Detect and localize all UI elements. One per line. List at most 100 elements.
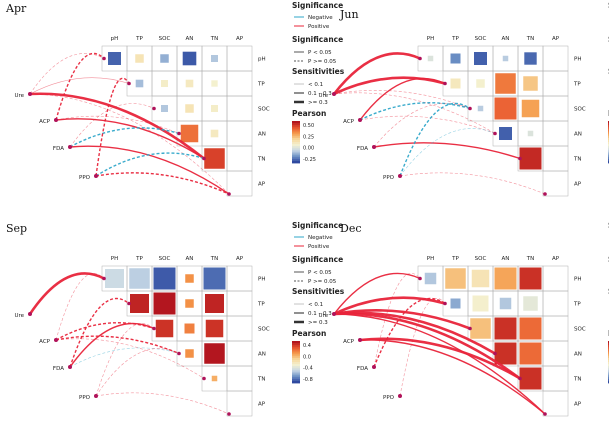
heatmap-cell: [521, 99, 540, 118]
column-label: AP: [236, 36, 244, 42]
node-label: FDA: [53, 366, 64, 372]
heatmap-cell: [185, 349, 194, 358]
panel-title: Jun: [339, 8, 359, 21]
node-acp: [54, 338, 58, 342]
legend-sens-mid: 0.1 – 0.3: [308, 91, 332, 97]
node-ure: [28, 92, 32, 96]
colorbar-segment: [292, 378, 300, 382]
heatmap-cell: [502, 55, 509, 62]
row-label: TN: [257, 157, 265, 163]
heatmap-cell: [185, 299, 194, 308]
colorbar-segment: [292, 362, 300, 365]
variable-node: [518, 376, 522, 381]
colorbar-segment: [292, 150, 300, 153]
colorbar-segment: [292, 372, 300, 375]
variable-node: [443, 81, 447, 86]
heatmap-cell: [203, 267, 226, 290]
column-label: PH: [111, 256, 118, 262]
grid-cell: [542, 120, 569, 147]
link-acp-tn: [359, 337, 521, 380]
column-label: TN: [210, 256, 218, 262]
heatmap-cell: [494, 97, 517, 120]
heatmap-cell: [494, 342, 517, 365]
variable-node: [493, 351, 497, 356]
row-label: SOC: [258, 327, 270, 333]
colorbar-segment: [292, 129, 300, 132]
row-label: AP: [574, 402, 582, 408]
node-label: ACP: [343, 339, 355, 345]
colorbar-segment: [292, 368, 300, 371]
colorbar-tick: 0.50: [303, 123, 314, 129]
link-acp-an: [55, 115, 180, 134]
node-label: FDA: [357, 146, 368, 152]
panel-title: Sep: [6, 222, 27, 235]
colorbar-tick: 0.0: [303, 354, 311, 360]
heatmap-cell: [211, 375, 218, 382]
row-label: SOC: [574, 327, 586, 333]
column-label: PH: [427, 256, 434, 262]
heatmap-cell: [161, 105, 168, 112]
variable-node: [543, 412, 547, 416]
row-label: pH: [258, 57, 266, 63]
column-label: SOC: [159, 36, 171, 42]
row-label: TP: [573, 82, 581, 88]
grid-cell: [226, 45, 253, 72]
link-acp-soc: [359, 102, 471, 121]
colorbar-segment: [292, 142, 300, 145]
heatmap-cell: [519, 342, 542, 365]
node-acp: [358, 338, 362, 342]
variable-node: [227, 192, 231, 196]
link-fda-ph: [373, 273, 421, 368]
link-ppo-an: [399, 128, 496, 177]
link-acp-tp: [359, 77, 446, 121]
colorbar-segment: [292, 374, 300, 378]
grid-cell: [542, 145, 569, 172]
node-label: PPO: [383, 395, 395, 401]
colorbar-tick: 0.4: [303, 343, 311, 349]
variable-node: [177, 131, 181, 136]
colorbar-segment: [292, 341, 300, 344]
colorbar-tick: -0.8: [303, 377, 313, 383]
link-ure-tp: [333, 76, 446, 96]
node-ppo: [94, 174, 98, 178]
link-acp-an: [359, 115, 496, 134]
heatmap-cell: [211, 55, 218, 62]
legend-pearson-title: Pearson: [292, 329, 326, 338]
node-label: Ure: [318, 93, 328, 99]
colorbar-tick: 0.25: [303, 134, 314, 140]
heatmap-cell: [108, 52, 121, 65]
heatmap-cell: [499, 127, 512, 140]
panel-jun: Jun PH TP SOC AN TN AP PH TP SOC AN TN AP Ure ACP FDA PP…: [318, 1, 609, 197]
colorbar-segment: [292, 370, 300, 373]
legend-significance-title: Significance: [292, 1, 343, 10]
link-ppo-an: [95, 348, 180, 397]
node-label: ACP: [39, 119, 51, 125]
node-label: ACP: [39, 339, 51, 345]
grid-cell: [542, 365, 569, 392]
heatmap-cell: [519, 317, 542, 340]
colorbar-segment: [292, 160, 300, 164]
column-label: TP: [135, 36, 143, 42]
legend-p-sig: P < 0.05: [308, 50, 332, 56]
heatmap-cell: [161, 80, 168, 87]
node-ppo: [398, 174, 402, 178]
grid-cell: [226, 95, 253, 122]
link-ppo-tp: [399, 298, 446, 397]
node-ppo: [94, 394, 98, 398]
grid-cell: [226, 365, 253, 392]
column-label: TN: [210, 36, 218, 42]
grid-cell: [226, 290, 253, 317]
row-label: PH: [574, 57, 581, 63]
row-label: AP: [574, 182, 582, 188]
heatmap-cell: [519, 147, 542, 170]
grid-cell: [226, 145, 253, 172]
heatmap-cell: [135, 79, 144, 88]
row-label: TN: [257, 377, 265, 383]
variable-node: [202, 376, 206, 381]
heatmap-cell: [494, 317, 517, 340]
link-fda-soc: [69, 103, 155, 148]
link-fda-soc: [373, 103, 471, 148]
variable-node: [543, 192, 547, 196]
colorbar-segment: [292, 349, 300, 352]
